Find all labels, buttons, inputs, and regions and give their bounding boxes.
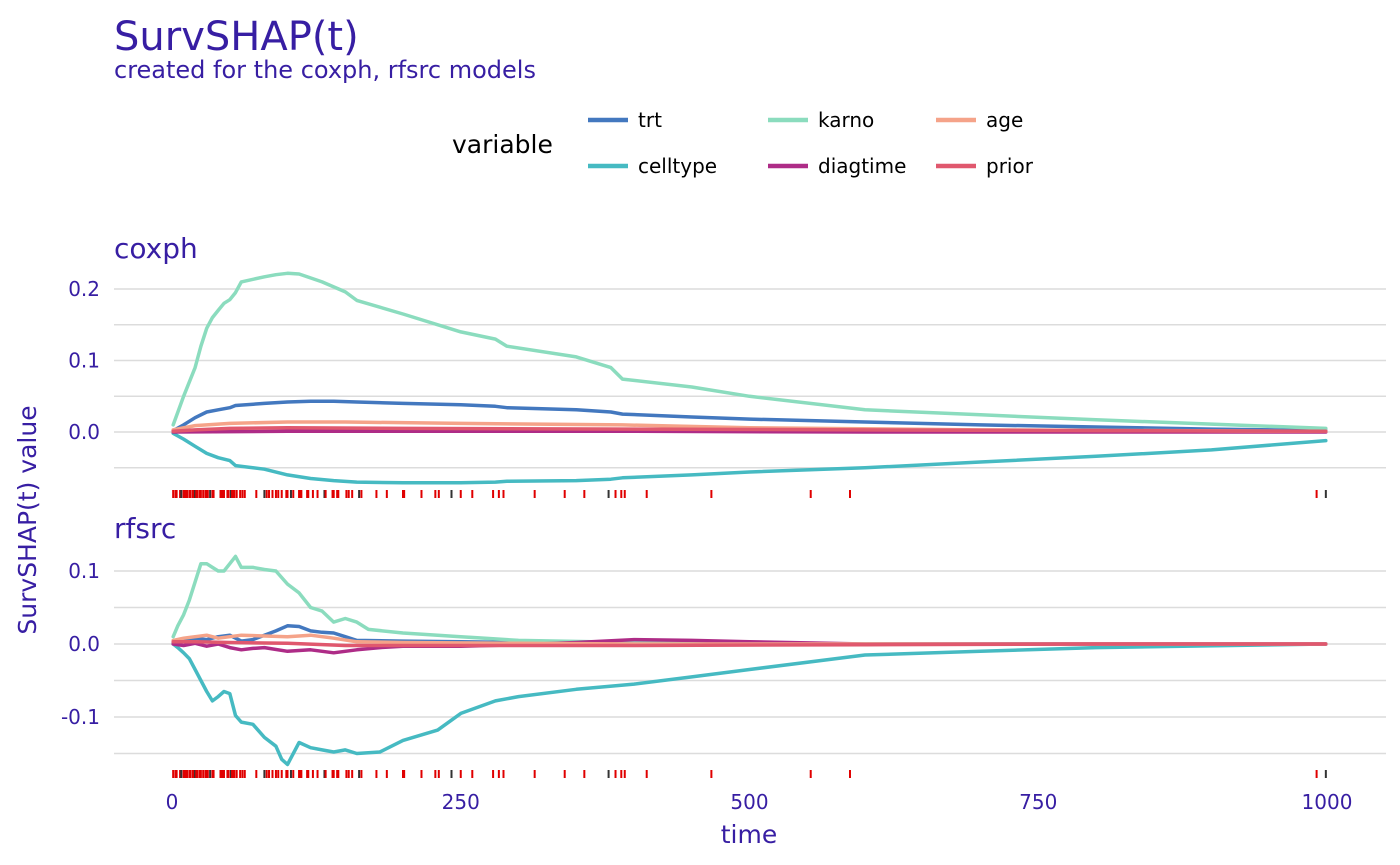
series-line-rfsrc-karno (171, 554, 1328, 646)
x-tick-label: 500 (730, 790, 768, 814)
legend-label-prior: prior (986, 154, 1034, 178)
panel-coxph: coxph 0.0 0.1 0.2 (68, 232, 1386, 498)
y-tick-label-coxph: 0.2 (68, 277, 100, 301)
legend-label-celltype: celltype (638, 154, 717, 178)
x-tick-label: 250 (442, 790, 480, 814)
x-axis: 0 250 500 750 1000 (166, 790, 1353, 814)
series-line-coxph-trt (171, 399, 1328, 433)
legend-label-diagtime: diagtime (818, 154, 906, 178)
series-line-rfsrc-diagtime (171, 637, 1328, 655)
series-line-coxph-karno (171, 271, 1328, 431)
legend: trt celltype karno diagtime age prior (588, 108, 1034, 178)
rug-rfsrc (172, 770, 1327, 778)
x-axis-title: time (721, 820, 777, 849)
legend-label-trt: trt (638, 108, 662, 132)
y-tick-label-rfsrc: 0.1 (68, 559, 100, 583)
y-tick-label-coxph: 0.1 (68, 349, 100, 373)
y-tick-label-rfsrc: -0.1 (61, 705, 100, 729)
series-line-rfsrc-age (171, 633, 1328, 646)
rug-coxph (172, 490, 1327, 498)
chart-subtitle: created for the coxph, rfsrc models (114, 56, 536, 84)
x-tick-label: 1000 (1302, 790, 1353, 814)
panels: coxph 0.0 0.1 0.2 rfsrc -0.1 0.0 0.1 (61, 232, 1386, 778)
y-axis-title: SurvSHAP(t) value (13, 405, 42, 634)
legend-label-age: age (986, 108, 1023, 132)
series-line-coxph-celltype (171, 431, 1328, 485)
series-line-rfsrc-celltype (171, 642, 1328, 767)
series-line-coxph-prior (171, 425, 1328, 434)
chart-title: SurvSHAP(t) (114, 14, 359, 60)
panel-rfsrc: rfsrc -0.1 0.0 0.1 (61, 512, 1386, 778)
panel-title-coxph: coxph (114, 232, 198, 265)
y-tick-label-rfsrc: 0.0 (68, 632, 100, 656)
series-line-rfsrc-prior (171, 640, 1328, 648)
legend-label-karno: karno (818, 108, 874, 132)
panel-title-rfsrc: rfsrc (114, 512, 176, 545)
x-tick-label: 0 (166, 790, 179, 814)
legend-title: variable (452, 130, 553, 159)
y-tick-label-coxph: 0.0 (68, 420, 100, 444)
x-tick-label: 750 (1019, 790, 1057, 814)
